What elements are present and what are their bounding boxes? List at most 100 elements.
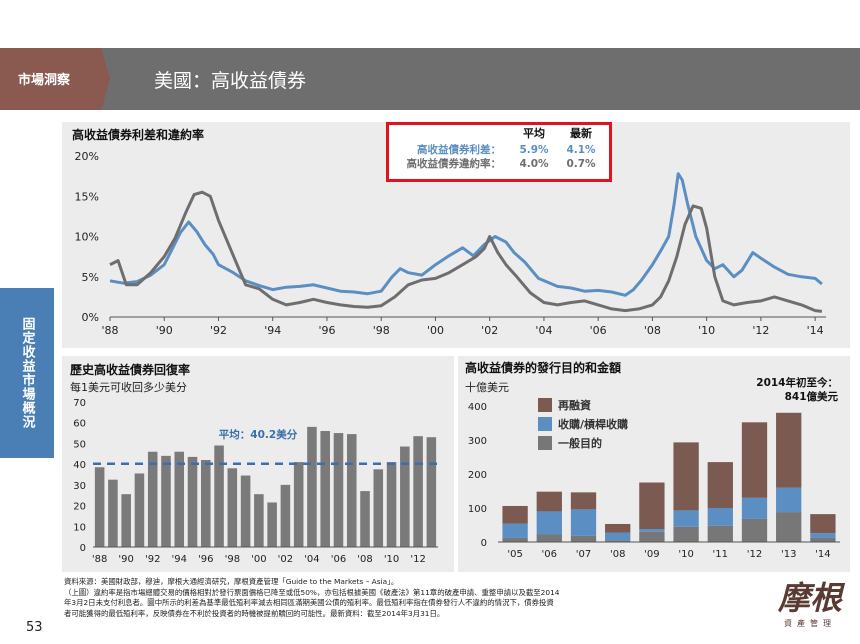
chart2-x-tick-label: '88	[92, 554, 107, 565]
chart2-bar	[161, 455, 171, 547]
chart2-y-tick-label: 60	[73, 419, 86, 430]
chart3-x-tick-label: '11	[713, 549, 728, 560]
chart1-y-tick-label: 0%	[82, 311, 99, 324]
chart3-bar-segment-acq	[570, 509, 597, 536]
chart3-x-tick-label: '09	[644, 549, 659, 560]
logo-sub-text: 資產管理	[784, 619, 836, 628]
chart3-bar-segment-general	[673, 526, 699, 542]
chart3-x-tick-label: '07	[576, 549, 591, 560]
chart2-bar	[293, 462, 304, 547]
chart3-bar-segment-refi	[502, 505, 528, 524]
chart2-bar	[386, 462, 397, 547]
chart2-bar	[307, 426, 317, 547]
chart3-bar-segment-acq	[605, 532, 631, 541]
chart3-annotation-line2: 841億美元	[785, 390, 839, 403]
chart3-bar-segment-acq	[707, 508, 733, 526]
chart3-bar-segment-general	[536, 534, 562, 542]
chart2-bar	[280, 484, 291, 547]
chart3-bar-segment-refi	[639, 482, 665, 530]
stats-row-label: 高收益債券違約率：	[407, 157, 502, 170]
chart1-x-tick-label: '04	[535, 324, 552, 337]
chart3-x-tick-label: '10	[678, 549, 693, 560]
chart2-average-label: 平均：40.2美分	[219, 428, 298, 441]
chart3-bar-segment-refi	[810, 514, 836, 534]
chart3-y-tick-label: 100	[468, 504, 487, 515]
chart2-bar	[400, 446, 410, 547]
chart2-x-tick-label: '90	[118, 554, 133, 565]
chart2-y-tick-label: 20	[73, 502, 86, 513]
chart1-series-spread	[109, 172, 823, 297]
chart3-x-tick-label: '06	[542, 549, 557, 560]
section-tag: 市場洞察	[0, 48, 110, 110]
chart2-y-tick-label: 30	[73, 481, 86, 492]
chart2-bar	[413, 436, 423, 547]
chart2-bar	[267, 502, 277, 547]
chart2-y-tick-label: 50	[73, 439, 86, 450]
chart2-bar	[227, 468, 238, 547]
chart2-bar	[320, 431, 330, 547]
chart2-x-tick-label: '04	[304, 554, 319, 565]
chart3-bar-segment-acq	[776, 487, 802, 513]
chart3-legend-swatch	[538, 417, 552, 431]
chart3-x-tick-label: '05	[507, 549, 522, 560]
chart3-x-tick-label: '08	[610, 549, 625, 560]
chart2-x-tick-label: '94	[172, 554, 187, 565]
footnote-line: 者可能獲得的最低殖利率，反映債券在不利於投資者的時機被提前贖回的可能性。最新資料…	[64, 608, 445, 618]
page-number: 53	[26, 620, 43, 635]
chart3-bar-segment-general	[570, 535, 597, 542]
stats-row-label: 高收益債券利差：	[417, 143, 501, 156]
page-title: 美國：高收益債券	[154, 70, 307, 92]
chart2-bar	[333, 433, 344, 547]
footnote: 資料來源：美國財政部，穆迪，摩根大通經濟研究，摩根資產管理「Guide to t…	[64, 577, 714, 619]
chart2-bar	[187, 456, 198, 547]
logo-main-text: 摩根	[777, 579, 842, 617]
chart2-x-tick-label: '08	[357, 554, 372, 565]
chart3-bar-segment-acq	[536, 511, 562, 535]
chart2-bar	[360, 491, 370, 547]
chart2-y-label: 每1美元可收回多少美分	[70, 380, 187, 394]
chart1-x-tick-label: '94	[264, 324, 281, 337]
chart1-y-tick-label: 5%	[82, 271, 99, 284]
chart3-y-label: 十億美元	[465, 380, 509, 394]
chart3-bar-segment-refi	[536, 491, 562, 512]
chart3-y-tick-label: 300	[468, 436, 487, 447]
chart2-bar	[121, 494, 131, 547]
chart2-x-tick-label: '98	[225, 554, 240, 565]
chart3-bar-segment-general	[639, 531, 665, 542]
chart3-x-tick-label: '13	[781, 549, 796, 560]
footnote-line: （上圖）違約率是指市場總體交易的價格相對於發行票面價格已降至或低50%，亦包括根…	[64, 587, 560, 597]
chart2-bar	[346, 434, 357, 547]
chart2-bar	[373, 469, 384, 547]
chart2-x-tick-label: '10	[384, 554, 399, 565]
chart2-bar	[174, 451, 185, 547]
chart2-y-tick-label: 70	[73, 398, 86, 409]
stats-row-avg: 5.9%	[519, 144, 549, 156]
header-bar	[0, 48, 860, 110]
section-tag-label: 市場洞察	[18, 73, 71, 88]
chart1-x-tick-label: '12	[752, 324, 769, 337]
chart2-bar	[134, 473, 145, 547]
chart3-bar-segment-refi	[741, 422, 768, 498]
chart3-bar-segment-general	[776, 512, 802, 542]
side-tab-label: 固定收益市場概況	[19, 317, 35, 429]
chart3-legend-swatch	[538, 436, 552, 450]
chart3-title: 高收益債券的發行目的和金額	[465, 360, 621, 375]
stats-header-avg: 平均	[523, 126, 545, 140]
chart3-bar-segment-acq	[502, 523, 528, 538]
chart3-bar-segment-refi	[673, 442, 699, 511]
chart3-bar-segment-refi	[776, 412, 802, 488]
chart3-bar-segment-general	[741, 518, 768, 542]
chart2-bar	[254, 494, 264, 547]
chart2-x-tick-label: '92	[145, 554, 160, 565]
side-tab: 固定收益市場概況	[0, 288, 54, 458]
chart2-title: 歷史高收益債券回復率	[70, 362, 190, 377]
chart1-x-tick-label: '08	[644, 324, 661, 337]
footnote-line: 年3月2日未支付利息者。圖中所示的利差為基準最低殖利率減去相同區滿期美國公債的殖…	[64, 598, 554, 608]
chart3-bar-segment-acq	[639, 529, 665, 532]
stats-header-latest: 最新	[570, 126, 592, 140]
chart1-x-tick-label: '10	[698, 324, 715, 337]
chart1-x-tick-label: '00	[427, 324, 444, 337]
chart3-legend-label: 收購/槓桿收購	[558, 417, 628, 431]
chart3-bar-segment-general	[707, 525, 733, 542]
chart1-x-tick-label: '96	[318, 324, 335, 337]
